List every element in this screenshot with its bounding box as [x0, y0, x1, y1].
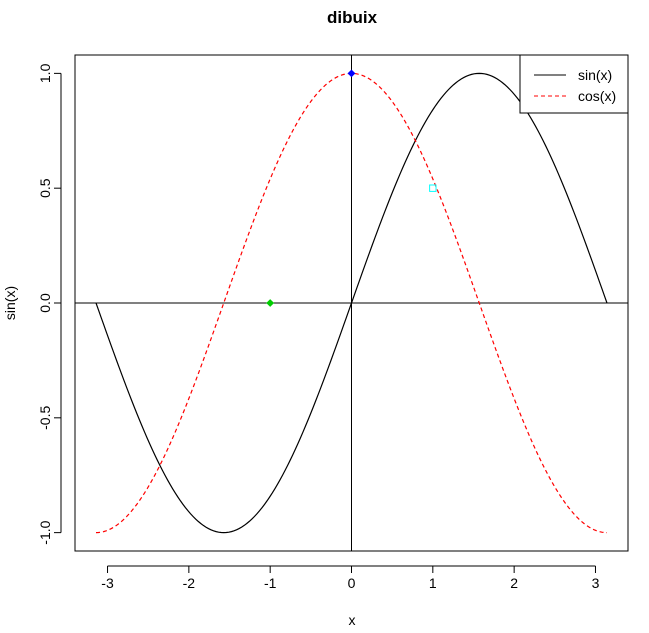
x-tick-label: 1 [429, 575, 437, 591]
y-tick-label: -1.0 [37, 520, 53, 544]
x-tick-label: -2 [183, 575, 196, 591]
x-tick-label: -1 [264, 575, 277, 591]
x-tick-label: -3 [101, 575, 114, 591]
points-layer [266, 69, 437, 307]
x-axis-label: x [349, 612, 356, 628]
y-tick-label: -0.5 [37, 406, 53, 430]
y-axis: -1.0 -0.5 0.0 0.5 1.0 [37, 63, 62, 545]
y-tick-label: 0.5 [37, 178, 53, 198]
data-point [347, 69, 356, 78]
data-point [266, 299, 275, 307]
x-tick-label: 2 [510, 575, 518, 591]
chart-title: dibuix [327, 8, 378, 27]
x-tick-label: 0 [348, 575, 356, 591]
legend-label-sin: sin(x) [578, 67, 612, 83]
y-tick-label: 0.0 [37, 293, 53, 313]
legend-label-cos: cos(x) [578, 88, 616, 104]
legend-box [519, 54, 629, 114]
y-axis-label: sin(x) [2, 286, 18, 320]
x-tick-label: 3 [592, 575, 600, 591]
data-point [429, 184, 437, 192]
y-tick-label: 1.0 [37, 63, 53, 83]
legend: sin(x) cos(x) [519, 54, 629, 114]
x-axis: -3 -2 -1 0 1 2 3 [101, 565, 600, 591]
